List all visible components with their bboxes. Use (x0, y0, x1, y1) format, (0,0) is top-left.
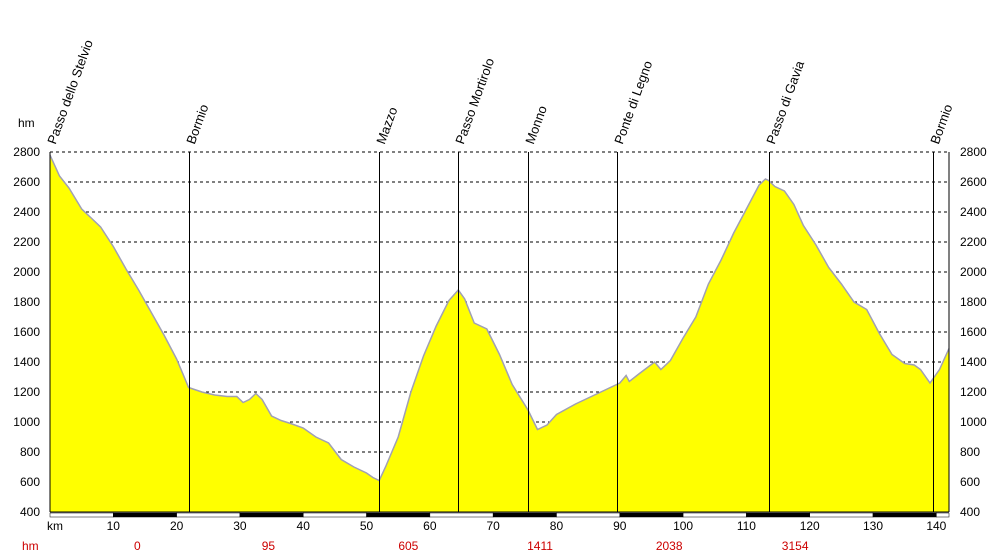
x-unit-label: km (47, 519, 63, 533)
km-scale-segment (492, 512, 557, 518)
x-tick-label: 70 (486, 519, 500, 533)
place-label: Passo di Gavia (763, 58, 807, 146)
hm-value-label: 3154 (782, 539, 809, 553)
y-tick-label-right: 1400 (960, 355, 987, 369)
place-label: Ponte di Legno (611, 59, 655, 146)
y-tick-label-right: 2400 (960, 205, 987, 219)
km-scale-segment (239, 512, 304, 518)
y-tick-label-left: 1400 (13, 355, 40, 369)
y-tick-label-left: 400 (20, 505, 40, 519)
hm-value-label: 95 (262, 539, 276, 553)
x-tick-label: 120 (800, 519, 820, 533)
x-tick-label: 100 (673, 519, 693, 533)
y-tick-label-left: 1600 (13, 325, 40, 339)
km-scale-bar (49, 512, 950, 518)
y-tick-label-right: 1600 (960, 325, 987, 339)
km-scale-segment (682, 512, 747, 518)
elevation-area (50, 155, 949, 512)
x-tick-label: 140 (926, 519, 946, 533)
y-unit-label-left: hm (18, 116, 35, 130)
area-layer (49, 154, 950, 512)
place-label: Bormio (183, 102, 211, 146)
place-label: Passo dello Stelvio (44, 38, 96, 146)
place-label: Monno (522, 104, 550, 146)
y-tick-label-right: 600 (960, 475, 980, 489)
km-scale-segment (809, 512, 874, 518)
km-scale-segment (936, 512, 950, 518)
y-tick-label-left: 2800 (13, 145, 40, 159)
hm-value-label: 2038 (656, 539, 683, 553)
elevation-line (49, 154, 950, 482)
y-tick-label-right: 800 (960, 445, 980, 459)
y-tick-label-left: 1000 (13, 415, 40, 429)
x-tick-label: 90 (613, 519, 627, 533)
y-tick-label-right: 1800 (960, 295, 987, 309)
x-tick-label: 110 (737, 519, 756, 533)
x-tick-label: 50 (360, 519, 374, 533)
y-tick-label-left: 2600 (13, 175, 40, 189)
y-tick-label-right: 1200 (960, 385, 987, 399)
y-tick-label-left: 2400 (13, 205, 40, 219)
km-scale-segment (176, 512, 241, 518)
place-label: Passo Mortirolo (452, 56, 497, 146)
x-tick-label: 20 (170, 519, 184, 533)
y-tick-label-right: 2800 (960, 145, 987, 159)
km-scale-segment (556, 512, 621, 518)
y-tick-label-right: 2200 (960, 235, 987, 249)
km-scale-segment (49, 512, 114, 518)
x-tick-label: 80 (550, 519, 564, 533)
km-scale-segment (746, 512, 810, 518)
km-scale-segment (302, 512, 367, 518)
hm-value-label: 605 (398, 539, 418, 553)
km-scale-segment (366, 512, 431, 518)
km-scale-segment (429, 512, 494, 518)
hm-row-label: hm (22, 539, 39, 553)
x-tick-label: 130 (863, 519, 883, 533)
y-tick-label-left: 1200 (13, 385, 40, 399)
x-tick-label: 10 (107, 519, 121, 533)
x-tick-label: 30 (233, 519, 247, 533)
place-label: Mazzo (373, 105, 400, 146)
hm-value-label: 1411 (527, 539, 553, 553)
y-tick-label-right: 2000 (960, 265, 987, 279)
x-tick-label: 60 (423, 519, 437, 533)
y-tick-label-left: 600 (20, 475, 40, 489)
y-tick-label-left: 2200 (13, 235, 40, 249)
km-scale-segment (872, 512, 937, 518)
x-tick-label: 40 (297, 519, 311, 533)
y-tick-label-right: 1000 (960, 415, 987, 429)
y-tick-label-left: 800 (20, 445, 40, 459)
y-tick-label-right: 2600 (960, 175, 987, 189)
km-scale-segment (113, 512, 177, 518)
y-tick-label-left: 2000 (13, 265, 40, 279)
hm-value-label: 0 (134, 539, 141, 553)
y-tick-label-right: 400 (960, 505, 980, 519)
y-tick-label-left: 1800 (13, 295, 40, 309)
km-scale-segment (619, 512, 684, 518)
place-label: Bormio (927, 102, 955, 146)
